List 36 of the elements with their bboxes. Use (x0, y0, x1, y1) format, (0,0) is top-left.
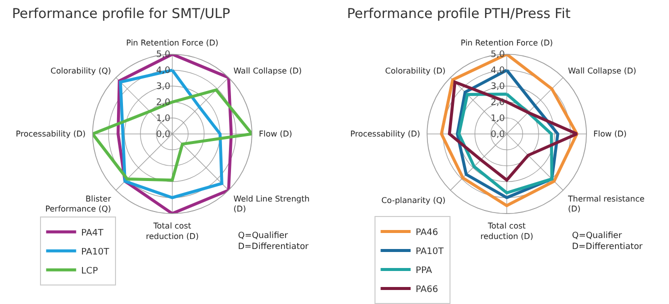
y-tick-label: 1,0 (156, 114, 171, 124)
spoke-label: Colorability (Q) (50, 66, 111, 76)
spoke-label: Total cost reduction (D) (146, 222, 199, 241)
spoke-label: Flow (D) (593, 130, 627, 139)
spoke-label: Processability (D) (350, 130, 420, 139)
spoke-label: Colorability (D) (385, 66, 446, 76)
text: Q=Qualifier D=Differentiator (238, 231, 310, 252)
legend-label: PPA (416, 266, 433, 276)
spoke-label: Pin Retention Force (D) (460, 38, 553, 48)
spoke-label: Blister Performance (Q) (45, 194, 112, 214)
spoke-label: Thermal resistance (D) (567, 194, 645, 214)
legend-label: PA66 (416, 285, 438, 296)
spoke-label: Pin Retention Force (D) (126, 38, 218, 48)
y-tick-label: 5,0 (156, 50, 171, 60)
y-tick-label: 3,0 (490, 82, 506, 92)
legend-label: PA46 (416, 228, 438, 238)
spoke-label: Co-planarity (Q) (381, 196, 446, 205)
y-tick-label: 0,0 (490, 130, 506, 140)
spoke-label: Weld Line Strength (D) (234, 194, 310, 214)
text: Q=Qualifier D=Differentiator (572, 231, 644, 252)
chart-title: Performance profile PTH/Press Fit (347, 6, 571, 22)
legend-label: PA10T (416, 247, 444, 258)
y-tick-label: 2,0 (490, 98, 506, 108)
y-tick-label: 4,0 (490, 66, 506, 76)
legend-label: PA10T (81, 247, 110, 258)
legend-label: LCP (81, 266, 98, 276)
chart-title: Performance profile for SMT/ULP (12, 6, 230, 22)
y-tick-label: 3,0 (156, 82, 171, 92)
spoke-label: Wall Collapse (D) (568, 66, 636, 76)
spoke-label: Wall Collapse (D) (234, 66, 302, 76)
y-tick-label: 0,0 (156, 130, 171, 140)
spoke-label: Total cost reduction (D) (480, 222, 534, 241)
y-tick-label: 1,0 (490, 114, 506, 124)
spoke-label: Flow (D) (258, 130, 292, 139)
legend-label: PA4T (81, 228, 104, 238)
spoke-label: Processability (D) (16, 130, 86, 139)
